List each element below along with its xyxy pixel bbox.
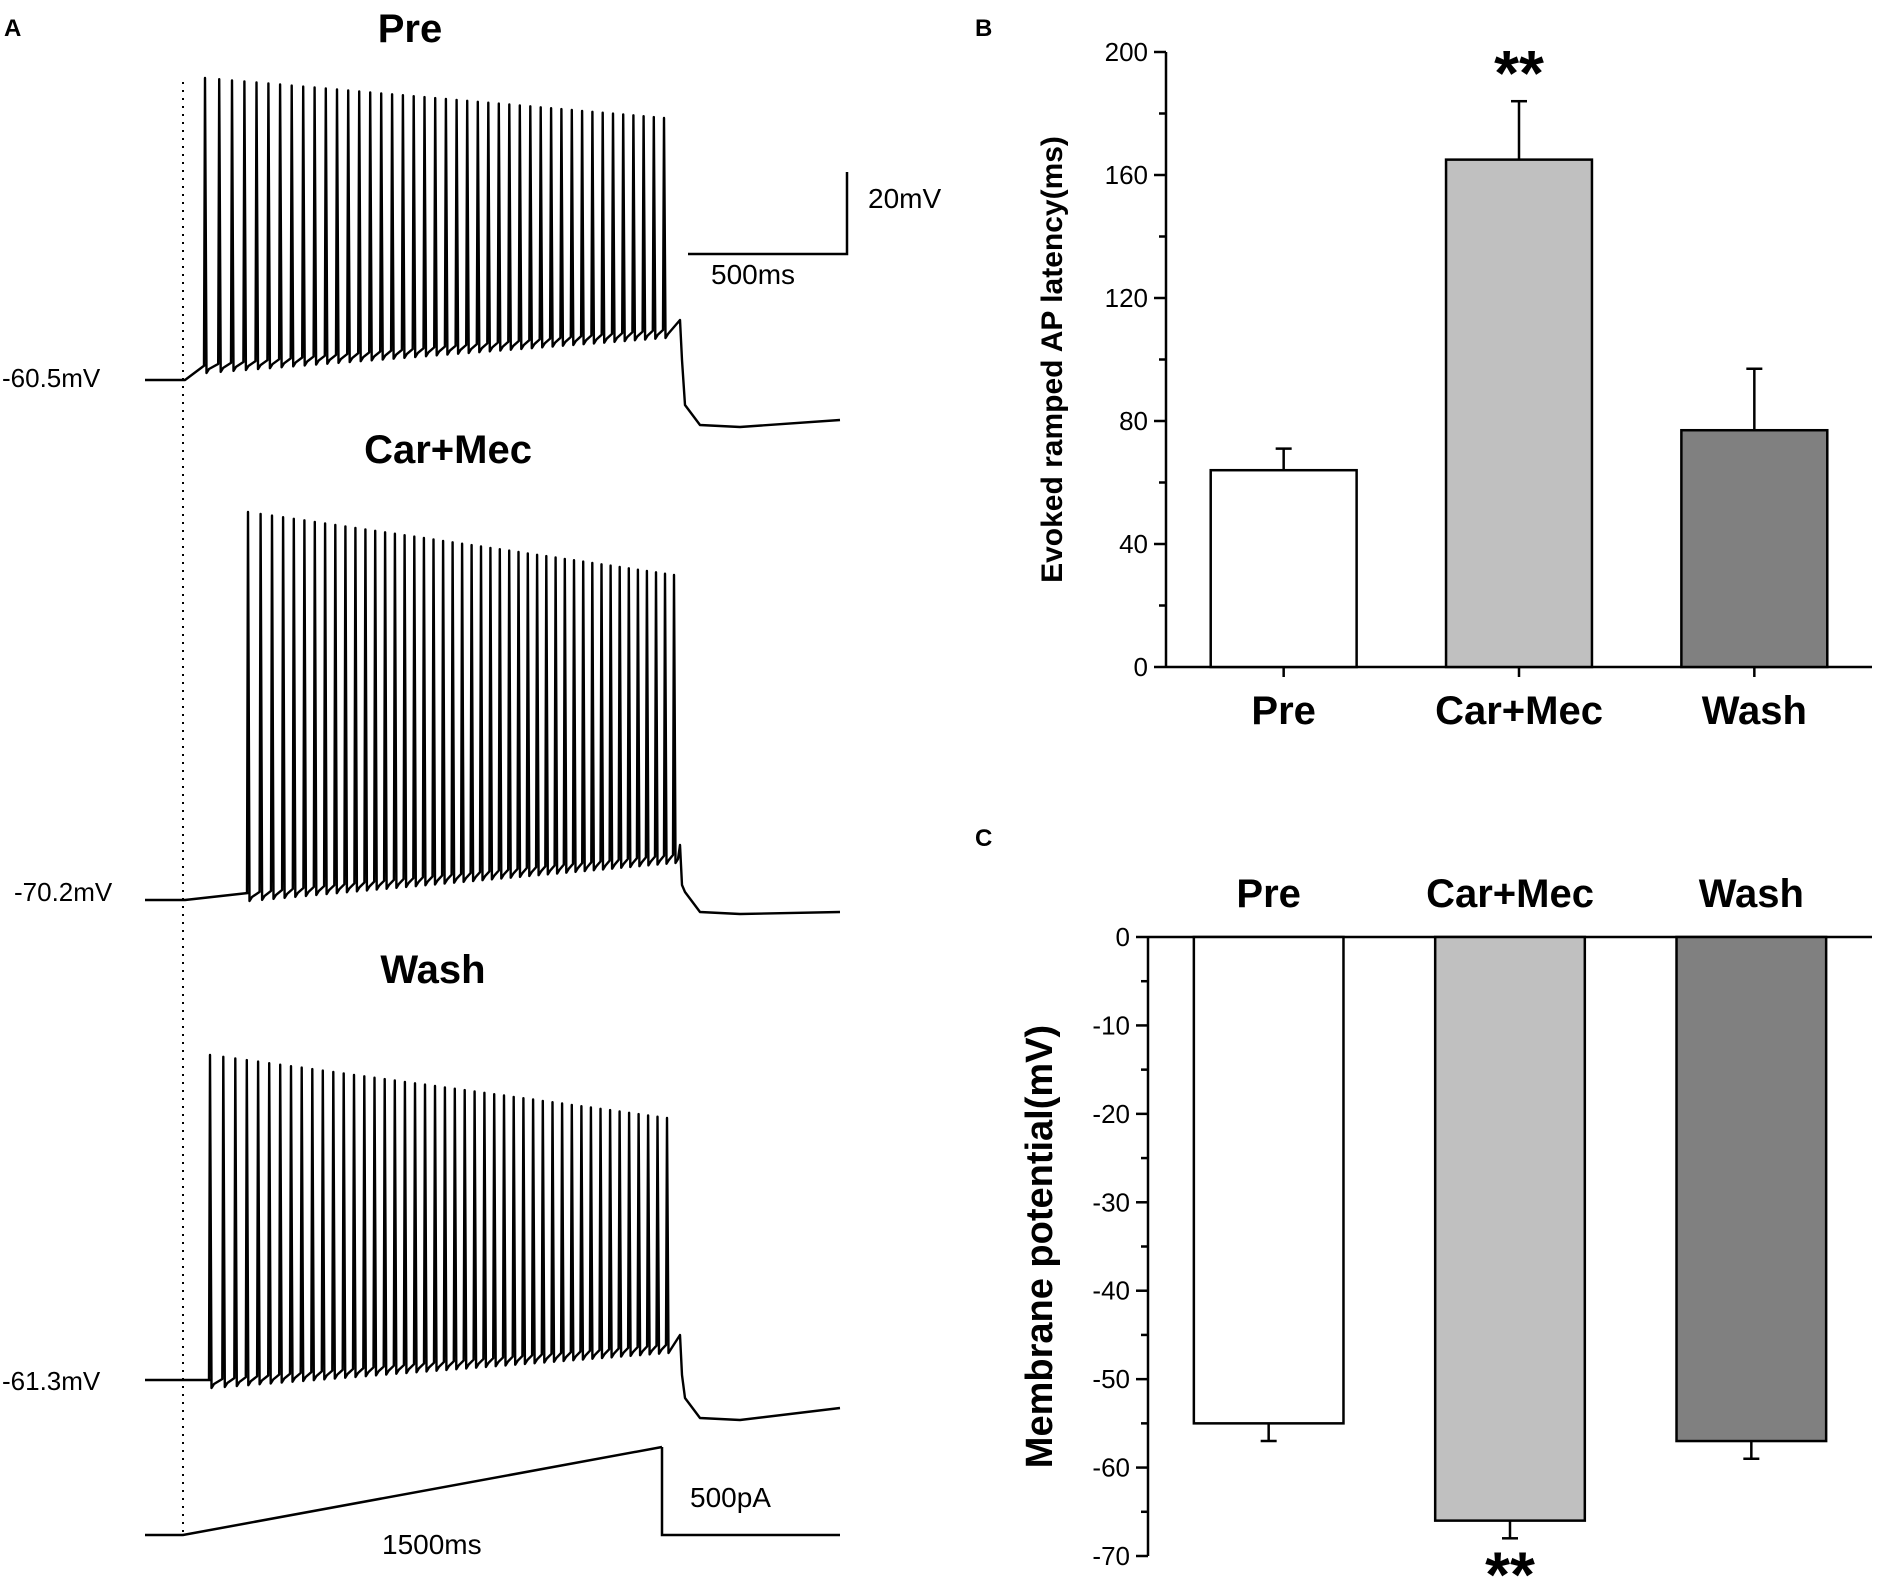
panel-c-letter: C [975,825,992,852]
category-label: Car+Mec [1435,689,1603,733]
trace-wash [145,1053,841,1422]
trace-pre-resting-label: -60.5mV [2,363,101,393]
panel-a-letter: A [4,15,21,42]
current-ramp: 500pA 1500ms [145,1445,840,1560]
y-tick-label: -30 [1092,1187,1130,1217]
panel-b-letter: B [975,15,992,42]
bar-2 [1444,158,1594,669]
trace-pre [145,76,841,429]
y-tick-label: 200 [1105,37,1148,67]
category-label: Wash [1699,872,1804,916]
y-tick-label: 80 [1119,406,1148,436]
bar-2 [1433,935,1587,1522]
y-tick-label: -10 [1092,1010,1130,1040]
y-tick-label: 120 [1105,283,1148,313]
ramp-trace [145,1445,663,1537]
category-label: Car+Mec [1426,872,1594,916]
chart-b: 0 40 80 120 160 200 Pre Car+Mec ** Wash Evoked ram… [1036,37,1872,733]
bar-3 [1680,428,1829,669]
ramp-scale-bar [660,1447,840,1537]
y-tick-label: -40 [1092,1276,1130,1306]
significance-marker: ** [1485,1538,1535,1593]
bar-1 [1209,468,1358,669]
ramp-duration-label: 1500ms [382,1529,482,1560]
scale-time-label: 500ms [711,259,795,290]
chart-c: 0 -10 -20 -30 -40 -50 -60 -70 Pre Car+Mec ** Wash Me… [1019,872,1872,1593]
bar-1 [1192,935,1345,1425]
significance-marker: ** [1494,37,1544,109]
trace-carmec-title: Car+Mec [364,428,532,472]
trace-carmec [145,510,841,916]
y-tick-label: 160 [1105,160,1148,190]
y-tick-label: 0 [1134,652,1148,682]
y-tick-label: 0 [1116,922,1130,952]
y-tick-label: 40 [1119,529,1148,559]
category-label: Wash [1702,689,1807,733]
scale-voltage-label: 20mV [868,183,941,214]
y-axis-label: Evoked ramped AP latency(ms) [1036,136,1069,583]
trace-pre-title: Pre [378,7,443,51]
ramp-current-label: 500pA [690,1482,771,1513]
category-label: Pre [1251,689,1316,733]
voltage-time-scale-bar: 20mV 500ms [688,172,941,290]
y-tick-label: -60 [1092,1453,1130,1483]
trace-wash-resting-label: -61.3mV [2,1366,101,1396]
y-tick-label: -20 [1092,1099,1130,1129]
category-label: Pre [1236,872,1301,916]
bar-3 [1675,935,1828,1443]
trace-wash-title: Wash [380,948,485,992]
y-tick-label: -70 [1092,1541,1130,1571]
trace-carmec-resting-label: -70.2mV [14,877,113,907]
y-tick-label: -50 [1092,1364,1130,1394]
y-axis-label: Membrane potential(mV) [1019,1025,1061,1468]
